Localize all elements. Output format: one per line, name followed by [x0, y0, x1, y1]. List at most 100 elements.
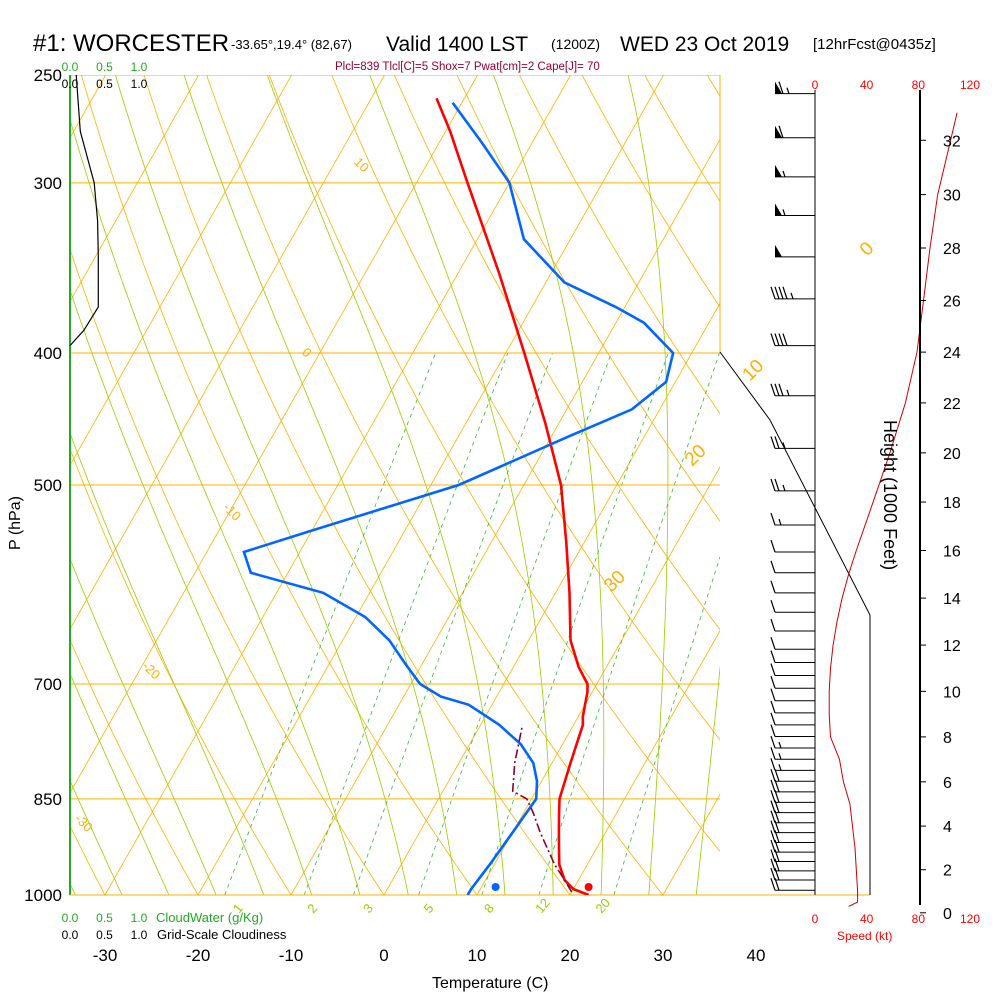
- wind-barb-flag: [770, 700, 776, 714]
- pressure-tick-label: 500: [34, 476, 62, 495]
- moist-adiabat-label: 0: [856, 238, 878, 260]
- wind-barb-flag: [770, 820, 776, 833]
- wind-barb-flag: [770, 867, 776, 881]
- wind-barb-pennant: [775, 203, 782, 216]
- wind-barb-flag: [770, 769, 776, 782]
- mixing-ratio-line: [303, 352, 509, 895]
- temperature-trace: [435, 97, 590, 895]
- mixing-ratio-label: 3: [360, 901, 376, 916]
- wind-barb: [770, 867, 815, 881]
- wind-barb-flag: [774, 436, 780, 449]
- moist-adiabat-label: 20: [681, 441, 711, 471]
- dry-adiabat-line: [70, 639, 199, 895]
- wind-barb: [770, 839, 815, 853]
- wind-barb-halfflag: [786, 389, 790, 396]
- wind-barb-flag: [770, 286, 776, 300]
- height-tick-label: 26: [943, 294, 961, 311]
- dry-adiabat-line: [80, 75, 478, 895]
- cloudwater-bottom-tick: 0.0: [62, 911, 79, 925]
- wind-barb: [770, 333, 815, 347]
- wind-barb: [770, 712, 815, 726]
- height-tick-label: 12: [943, 638, 961, 655]
- wind-barb: [770, 600, 815, 613]
- wind-barb: [770, 478, 815, 492]
- plot-frame: [69, 75, 871, 896]
- wind-barb-flag: [770, 878, 776, 891]
- wind-barb-halfflag: [782, 484, 786, 492]
- wind-barb-flag: [770, 839, 776, 853]
- moist-adiabat-line: [740, 51, 850, 924]
- wind-barb-flag: [770, 663, 776, 676]
- wind-barb-pennant: [775, 244, 782, 257]
- dry-adiabat-line: [941, 51, 1000, 924]
- pressure-tick-label: 300: [34, 174, 62, 193]
- wind-barb: [775, 203, 815, 216]
- moist-adiabat-line: [369, 75, 554, 895]
- isotherm-line: [70, 75, 199, 303]
- wind-barb-flag: [770, 676, 776, 689]
- moist-adiabat-line: [183, 75, 458, 895]
- wind-barb: [770, 637, 815, 650]
- speed-bottom-tick-label: 0: [812, 912, 819, 926]
- wind-barb: [775, 164, 815, 178]
- wind-barb-flag: [770, 383, 776, 396]
- cloudwater-label: CloudWater (g/Kg): [156, 910, 263, 925]
- height-tick-label: 20: [943, 446, 961, 463]
- height-tick-label: 18: [943, 495, 961, 512]
- cloudiness-top-tick: 1.0: [131, 77, 148, 91]
- wind-barb-flag: [782, 333, 788, 346]
- dry-adiabat-line: [143, 75, 571, 895]
- moist-adiabat-line: [695, 664, 720, 895]
- wind-barb-flag: [770, 858, 776, 872]
- wind-barb-flag: [770, 539, 776, 553]
- wind-barb-flag: [770, 436, 776, 449]
- x-axis-title: Temperature (C): [432, 975, 548, 992]
- dry-adiabat-label: 0: [299, 345, 315, 361]
- height-tick-label: 0: [943, 906, 952, 923]
- wind-barb-flag: [770, 800, 776, 813]
- mixing-ratio-label: 5: [420, 901, 436, 916]
- dry-adiabat-label: -30: [72, 811, 96, 835]
- dry-adiabat-line: [456, 75, 720, 522]
- temperature-tick-label: 10: [468, 946, 487, 965]
- temperature-tick-label: 0: [379, 946, 388, 965]
- speed-top-tick-label: 0: [812, 78, 819, 92]
- wind-barb: [775, 125, 815, 139]
- valid-date: WED 23 Oct 2019: [620, 33, 789, 56]
- wind-barb: [770, 849, 815, 863]
- dry-adiabat-line: [70, 247, 385, 895]
- height-tick-label: 22: [943, 396, 961, 413]
- wind-barb-flag: [770, 600, 776, 613]
- cloud-panel: 0.0 0.5 1.0 0.0 0.5 1.0 0.0 0.5 1.0 0.0 0.5 1.0: [62, 60, 148, 942]
- wind-barb-flag: [770, 580, 776, 594]
- wind-barb-halfflag: [782, 209, 786, 216]
- wind-barb-flag: [778, 333, 784, 346]
- speed-top-tick-label: 120: [960, 78, 980, 92]
- pressure-tick-label: 400: [34, 344, 62, 363]
- wind-barb: [770, 286, 815, 300]
- cloudiness-profile: [69, 74, 99, 347]
- wind-barb: [770, 676, 815, 689]
- wind-barb-flag: [770, 747, 776, 760]
- moist-adiabat-line: [114, 75, 409, 895]
- wind-barb-flag: [770, 758, 776, 771]
- height-tick-label: 4: [943, 819, 952, 836]
- thermo-grid: [0, 51, 1000, 924]
- dry-adiabat-label: 10: [351, 154, 372, 175]
- wind-barb: [770, 769, 815, 782]
- wind-barb: [770, 512, 815, 526]
- dry-adiabat-line: [70, 824, 106, 895]
- dry-adiabat-line: [519, 75, 720, 415]
- cloudiness-top-tick: 0.0: [62, 77, 79, 91]
- wind-barb-pennant: [775, 81, 782, 94]
- wind-barb: [770, 539, 815, 553]
- temperature-tick-label: -10: [279, 946, 304, 965]
- cloudiness-top-tick: 0.5: [96, 77, 113, 91]
- wind-barb: [770, 700, 815, 714]
- mixing-ratio-label: 20: [592, 895, 613, 916]
- isotherm-line: [756, 75, 1000, 895]
- isotherm-line: [0, 75, 13, 895]
- wind-barb-flag: [770, 637, 776, 650]
- wind-barb-halfflag: [790, 292, 794, 300]
